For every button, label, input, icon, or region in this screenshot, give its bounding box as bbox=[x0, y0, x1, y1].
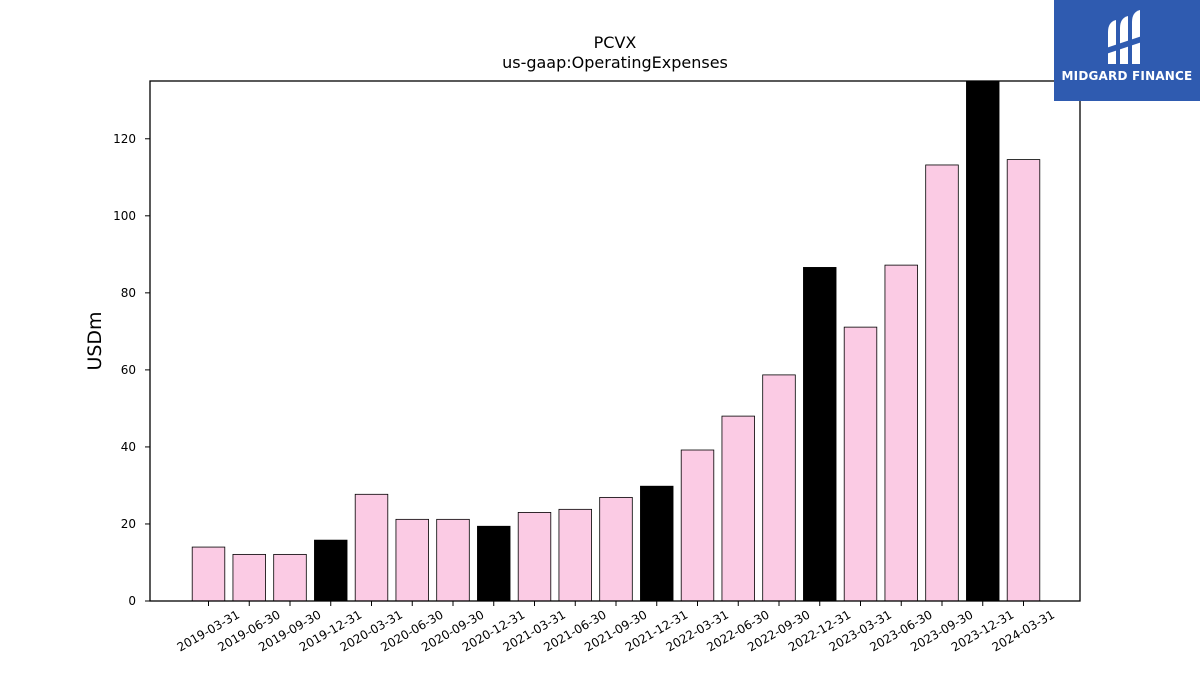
bar-2020-12-31 bbox=[477, 525, 511, 602]
bar-2023-09-30 bbox=[925, 164, 959, 602]
bar-2021-03-31 bbox=[517, 512, 552, 602]
plot-frame bbox=[149, 80, 1081, 602]
bar-2023-12-31 bbox=[966, 80, 1000, 602]
bar-2019-12-31 bbox=[314, 539, 348, 602]
y-tick-label: 40 bbox=[121, 440, 136, 454]
y-tick-label: 120 bbox=[113, 132, 136, 146]
bar-2019-06-30 bbox=[232, 553, 266, 602]
logo-text: MIDGARD FINANCE bbox=[1061, 69, 1193, 83]
y-axis-label: USDm bbox=[84, 311, 106, 370]
bar-2021-06-30 bbox=[558, 508, 592, 602]
bar-2023-03-31 bbox=[843, 326, 878, 602]
bar-2022-06-30 bbox=[721, 415, 755, 602]
bar-2022-09-30 bbox=[762, 374, 796, 602]
bar-2021-12-31 bbox=[640, 485, 674, 602]
y-tick-label: 0 bbox=[128, 594, 136, 608]
y-axis-ticks: 0 20 40 60 80 100 120 bbox=[113, 132, 150, 608]
bar-2022-12-31 bbox=[803, 267, 837, 602]
bar-2020-09-30 bbox=[436, 518, 470, 602]
bar-2022-03-31 bbox=[680, 449, 715, 602]
bar-2021-09-30 bbox=[599, 496, 633, 602]
bar-2020-06-30 bbox=[395, 518, 429, 602]
bar-2019-09-30 bbox=[273, 553, 307, 602]
y-tick-label: 20 bbox=[121, 517, 136, 531]
bar-2020-03-31 bbox=[354, 493, 389, 602]
bars-group bbox=[191, 80, 1041, 602]
midgard-logo-icon bbox=[1106, 10, 1142, 64]
y-tick-label: 60 bbox=[121, 363, 136, 377]
midgard-finance-logo: MIDGARD FINANCE bbox=[1054, 0, 1200, 101]
chart-subtitle: us-gaap:OperatingExpenses bbox=[502, 53, 728, 72]
y-tick-label: 80 bbox=[121, 286, 136, 300]
bar-2023-06-30 bbox=[884, 264, 918, 602]
y-tick-label: 100 bbox=[113, 209, 136, 223]
chart-title: PCVX bbox=[594, 33, 637, 52]
x-axis-ticks: 2019-03-312019-06-302019-09-302019-12-31… bbox=[175, 601, 1057, 654]
bar-2024-03-31 bbox=[1006, 159, 1041, 602]
bar-2019-03-31 bbox=[191, 546, 226, 602]
